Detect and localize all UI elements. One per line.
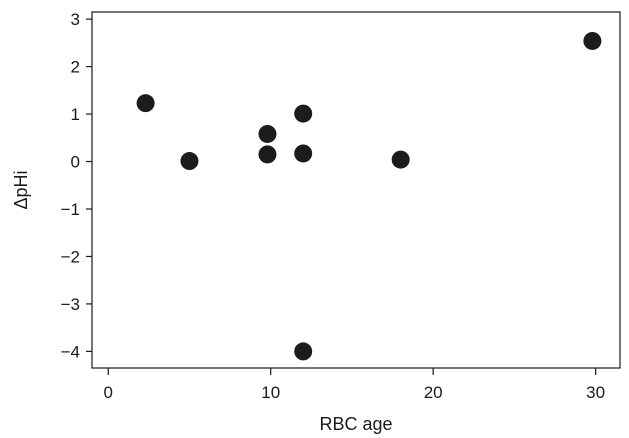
data-points (136, 31, 602, 361)
x-axis-title: RBC age (319, 414, 392, 434)
x-tick-label: 0 (104, 383, 113, 402)
data-point (136, 94, 155, 113)
x-tick-label: 30 (586, 383, 605, 402)
plot-frame (91, 11, 621, 369)
x-tick-label: 10 (261, 383, 280, 402)
data-point (258, 124, 277, 143)
data-point (294, 104, 313, 123)
data-point (180, 152, 199, 171)
data-point (258, 145, 277, 164)
y-tick-label: 1 (71, 105, 80, 124)
x-axis: 0 10 20 30 (104, 368, 605, 402)
y-tick-label: −4 (61, 342, 80, 361)
y-tick-label: 3 (71, 10, 80, 29)
y-tick-label: 0 (71, 153, 80, 172)
x-tick-label: 20 (424, 383, 443, 402)
y-tick-label: −3 (61, 295, 80, 314)
y-axis: −4 −3 −2 −1 0 1 2 3 (61, 10, 92, 361)
y-tick-label: −1 (61, 200, 80, 219)
data-point (583, 31, 602, 50)
y-axis-title: ΔpHi (11, 170, 31, 209)
y-tick-label: −2 (61, 247, 80, 266)
data-point (294, 144, 313, 163)
data-point (391, 150, 410, 169)
data-point (294, 342, 313, 361)
y-tick-label: 2 (71, 58, 80, 77)
